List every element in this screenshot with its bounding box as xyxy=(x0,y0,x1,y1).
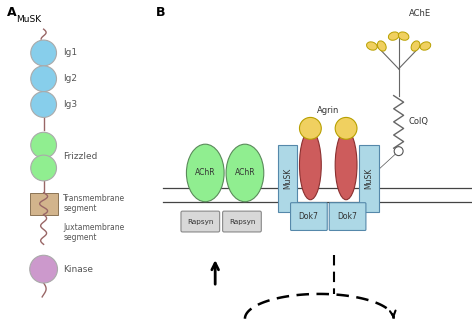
Text: Rapsyn: Rapsyn xyxy=(229,218,255,224)
Text: MuSK: MuSK xyxy=(365,168,374,189)
Text: AChR: AChR xyxy=(195,168,216,177)
Text: Ig1: Ig1 xyxy=(64,48,78,57)
Text: Lrp4: Lrp4 xyxy=(343,157,349,173)
FancyBboxPatch shape xyxy=(359,145,379,212)
Circle shape xyxy=(300,118,321,139)
Text: Ig2: Ig2 xyxy=(64,74,77,83)
Text: B: B xyxy=(155,6,165,19)
Text: Frizzled: Frizzled xyxy=(64,152,98,161)
Text: AChE: AChE xyxy=(410,9,431,18)
Text: MuSK: MuSK xyxy=(16,15,41,24)
Text: ColQ: ColQ xyxy=(409,117,428,126)
Circle shape xyxy=(30,255,57,283)
Circle shape xyxy=(31,40,56,66)
Ellipse shape xyxy=(388,32,399,40)
FancyBboxPatch shape xyxy=(223,211,261,232)
Text: Kinase: Kinase xyxy=(64,265,93,274)
Text: AChR: AChR xyxy=(235,168,255,177)
FancyBboxPatch shape xyxy=(278,145,298,212)
FancyBboxPatch shape xyxy=(291,203,327,230)
Text: Dok7: Dok7 xyxy=(299,212,319,221)
Circle shape xyxy=(31,155,56,181)
FancyBboxPatch shape xyxy=(30,193,57,215)
Text: A: A xyxy=(7,6,17,19)
Circle shape xyxy=(31,66,56,92)
Ellipse shape xyxy=(411,41,420,51)
Text: MuSK: MuSK xyxy=(283,168,292,189)
Ellipse shape xyxy=(398,32,409,40)
Ellipse shape xyxy=(377,41,386,51)
Text: Agrin: Agrin xyxy=(317,106,339,115)
Ellipse shape xyxy=(420,42,431,50)
Ellipse shape xyxy=(186,144,224,202)
Text: Transmembrane
segment: Transmembrane segment xyxy=(64,194,126,213)
Ellipse shape xyxy=(226,144,264,202)
Circle shape xyxy=(31,92,56,118)
Text: Lrp4: Lrp4 xyxy=(307,157,313,173)
Text: Dok7: Dok7 xyxy=(337,212,357,221)
Ellipse shape xyxy=(335,130,357,200)
FancyBboxPatch shape xyxy=(181,211,219,232)
Circle shape xyxy=(335,118,357,139)
Text: Ig3: Ig3 xyxy=(64,100,78,109)
Circle shape xyxy=(31,132,56,158)
Text: Juxtamembrane
segment: Juxtamembrane segment xyxy=(64,223,125,242)
Circle shape xyxy=(394,147,403,156)
Text: Rapsyn: Rapsyn xyxy=(187,218,213,224)
FancyBboxPatch shape xyxy=(329,203,366,230)
Ellipse shape xyxy=(300,130,321,200)
Ellipse shape xyxy=(366,42,377,50)
